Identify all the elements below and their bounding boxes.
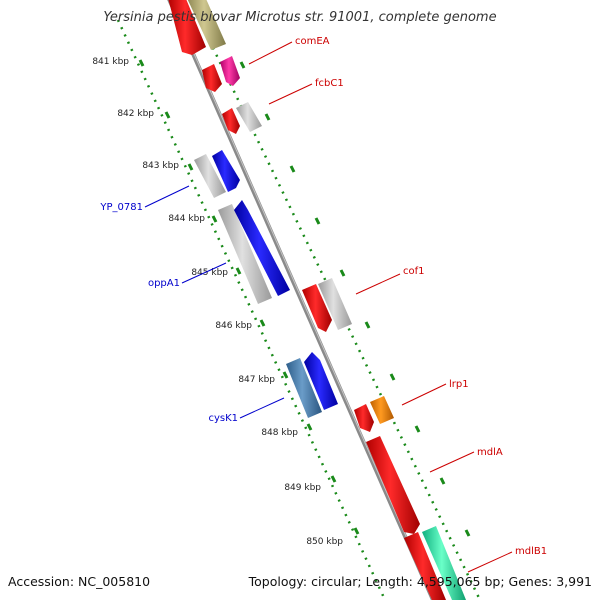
tick-mark <box>264 113 271 121</box>
tick-mark <box>389 373 396 381</box>
gene-arrow-red[interactable] <box>366 436 420 534</box>
gene-label-mdlB1[interactable]: mdlB1 <box>515 546 547 557</box>
gene-arrow-olive[interactable] <box>186 0 226 50</box>
gene-arrow-aqua[interactable] <box>422 526 466 600</box>
gene-arrow-red[interactable] <box>404 532 446 600</box>
genome-backbone-highlight <box>169 0 435 601</box>
gene-label-mdlA[interactable]: mdlA <box>477 447 503 458</box>
leader-line-fcbC1 <box>268 83 313 105</box>
genome-backbone <box>167 0 435 601</box>
tick-mark <box>211 215 218 223</box>
gene-arrow-blue[interactable] <box>304 352 338 410</box>
tick-mark <box>239 61 246 69</box>
tick-mark <box>235 267 242 275</box>
gene-label-oppA1[interactable]: oppA1 <box>148 278 180 289</box>
tick-label: 846 kbp <box>215 321 252 331</box>
tick-mark <box>339 269 346 277</box>
tick-mark <box>282 371 289 379</box>
gene-arrow-red[interactable] <box>354 404 374 432</box>
gene-arrow-blue[interactable] <box>212 150 240 192</box>
gene-arrow-magenta[interactable] <box>220 56 240 86</box>
gene-arrow-gray[interactable] <box>194 154 226 198</box>
tick-mark <box>353 527 360 535</box>
leader-line-comEA <box>248 41 293 65</box>
gene-label-fcbC1[interactable]: fcbC1 <box>315 78 344 89</box>
tick-mark <box>464 529 471 537</box>
tick-mark <box>364 321 371 329</box>
tick-mark <box>259 319 266 327</box>
tick-mark <box>439 477 446 485</box>
gene-label-lrp1[interactable]: lrp1 <box>449 379 469 390</box>
tick-label: 850 kbp <box>306 537 343 547</box>
gene-arrow-red[interactable] <box>168 0 206 55</box>
leader-line-mdlB1 <box>467 551 513 573</box>
gene-arrow-blue[interactable] <box>234 200 290 296</box>
tick-mark <box>314 217 321 225</box>
tick-mark <box>414 425 421 433</box>
gene-label-comEA[interactable]: comEA <box>295 36 330 47</box>
leader-line-YP_0781 <box>144 185 190 208</box>
gene-arrow-orange[interactable] <box>370 396 394 424</box>
tick-label: 845 kbp <box>191 268 228 278</box>
gene-arrow-gray[interactable] <box>218 204 272 304</box>
tick-label: 841 kbp <box>92 57 129 67</box>
tick-mark <box>164 111 171 119</box>
tick-mark <box>187 163 194 171</box>
gene-arrow-red[interactable] <box>302 284 332 332</box>
accession-label: Accession: NC_005810 <box>8 574 151 589</box>
map-title: Yersinia pestis biovar Microtus str. 910… <box>103 10 497 25</box>
leader-line-oppA1 <box>181 262 227 284</box>
tick-label: 843 kbp <box>142 161 179 171</box>
tick-mark <box>138 59 145 67</box>
gene-label-cysK1[interactable]: cysK1 <box>208 413 238 424</box>
tick-label: 849 kbp <box>284 483 321 493</box>
tick-marks <box>138 59 471 537</box>
gene-arrow-gray[interactable] <box>318 278 352 330</box>
tick-mark <box>330 475 337 483</box>
tick-label: 847 kbp <box>238 375 275 385</box>
tick-label: 848 kbp <box>261 428 298 438</box>
tick-label: 842 kbp <box>117 109 154 119</box>
gene-arrow-gray[interactable] <box>236 102 262 132</box>
leader-line-cysK1 <box>239 397 285 419</box>
gene-label-cof1[interactable]: cof1 <box>403 266 425 277</box>
leader-line-mdlA <box>429 451 475 473</box>
leader-line-lrp1 <box>401 383 447 406</box>
topology-summary: Topology: circular; Length: 4,595,065 bp… <box>248 574 592 589</box>
outer-dotted-track <box>188 0 482 601</box>
gene-arrow-steel[interactable] <box>286 358 322 418</box>
gene-label-YP_0781[interactable]: YP_0781 <box>99 202 143 213</box>
gene-arrow-red[interactable] <box>222 108 240 134</box>
tick-mark <box>306 423 313 431</box>
gene-arrow-red[interactable] <box>202 64 222 92</box>
tick-label: 844 kbp <box>168 214 205 224</box>
leader-line-cof1 <box>355 273 401 295</box>
tick-mark <box>289 165 296 173</box>
